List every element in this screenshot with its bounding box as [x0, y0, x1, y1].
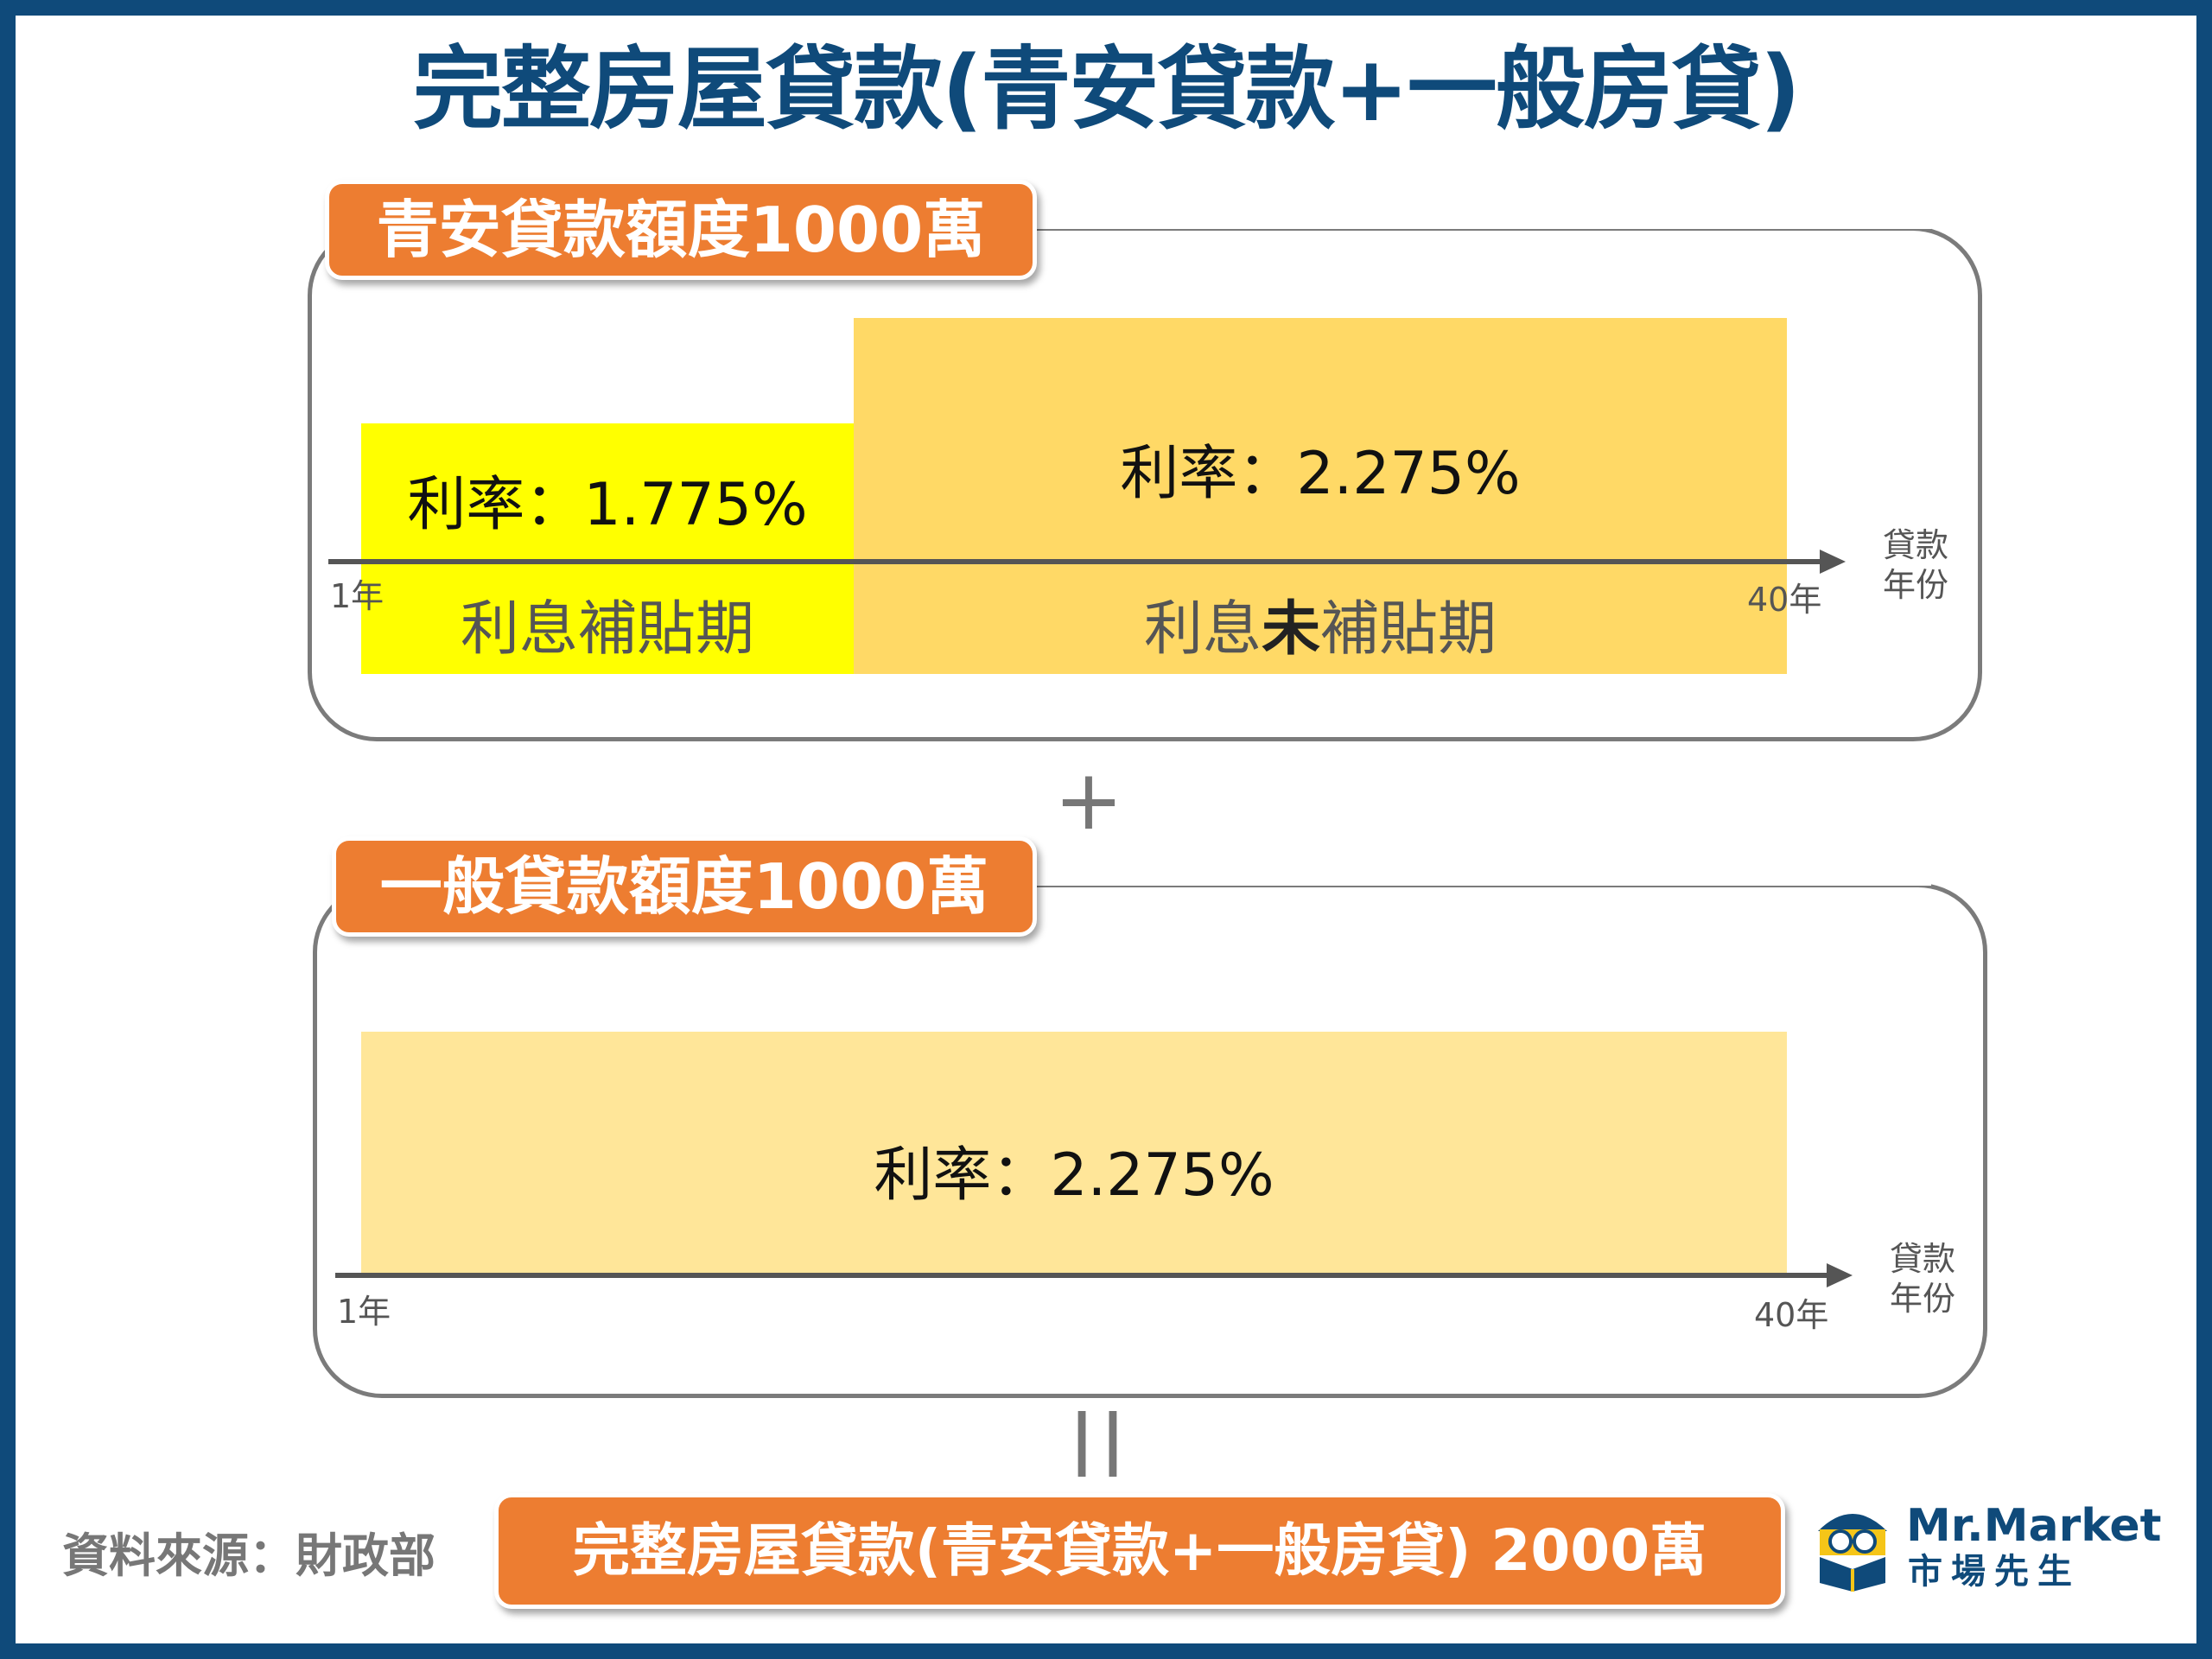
general-loan-axis-line [335, 1273, 1830, 1278]
total-loan-tag: 完整房屋貸款(青安貸款+一般房貸) 2000萬 [494, 1493, 1785, 1609]
equals-sign: || [1066, 1400, 1128, 1477]
subsidized-period-label: 利息補貼期 [460, 595, 754, 664]
general-loan-axis-title: 貸款 年份 [1875, 1239, 1970, 1319]
unsubsidized-rate-label: 利率：2.275% [1120, 440, 1521, 508]
general-loan-tag: 一般貸款額度1000萬 [332, 836, 1037, 937]
youth-loan-timeline: 利率：1.775% 利率：2.275% 利息補貼期 利息未補貼期 [361, 318, 1787, 674]
plus-sign: + [1053, 752, 1124, 849]
general-loan-axis-title-line1: 貸款 [1889, 1240, 1955, 1278]
mr-market-logo-en: Mr.Market [1906, 1500, 2162, 1552]
general-rate-bar [361, 1032, 1787, 1275]
page-title: 完整房屋貸款(青安貸款+一般房貸) [412, 36, 1801, 142]
subsidized-period-bar [361, 423, 854, 674]
general-loan-connector-line [1033, 881, 1931, 886]
unsubsidized-period-bar [854, 318, 1787, 674]
youth-loan-axis-start: 1年 [330, 577, 385, 615]
general-rate-label: 利率：2.275% [874, 1141, 1274, 1210]
general-loan-axis-end: 40年 [1754, 1296, 1829, 1334]
data-source: 資料來源：財政部 [62, 1529, 435, 1583]
unsubsidized-period-suffix: 補貼期 [1320, 595, 1497, 664]
general-loan-axis-title-line2: 年份 [1889, 1280, 1955, 1318]
mr-market-logo-zh: 市場先生 [1908, 1552, 2081, 1592]
youth-loan-axis-end: 40年 [1747, 581, 1822, 619]
youth-loan-axis-line [328, 559, 1823, 564]
unsubsidized-period-emphasis: 未 [1261, 595, 1320, 664]
youth-loan-axis-title-line1: 貸款 [1882, 526, 1948, 564]
youth-loan-connector-line [1033, 225, 1931, 229]
unsubsidized-period-label: 利息未補貼期 [854, 591, 1787, 669]
youth-loan-axis-arrow-icon [1820, 550, 1846, 574]
youth-loan-axis-title: 貸款 年份 [1868, 525, 1963, 605]
general-loan-axis-arrow-icon [1827, 1263, 1853, 1287]
unsubsidized-period-prefix: 利息 [1143, 595, 1262, 664]
subsidized-rate-label: 利率：1.775% [407, 471, 808, 539]
youth-loan-axis-title-line2: 年份 [1882, 566, 1948, 604]
youth-loan-tag: 青安貸款額度1000萬 [325, 180, 1037, 280]
mr-market-logo: Mr.Market 市場先生 [1811, 1493, 2191, 1597]
mr-market-mascot-icon [1818, 1514, 1887, 1592]
general-loan-axis-start: 1年 [337, 1293, 391, 1331]
